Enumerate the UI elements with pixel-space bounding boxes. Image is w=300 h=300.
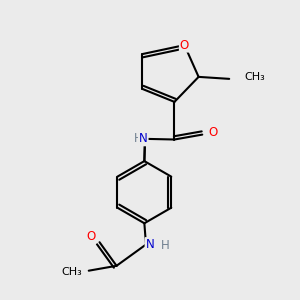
- Text: N: N: [139, 132, 148, 146]
- Text: O: O: [87, 230, 96, 243]
- Text: O: O: [208, 127, 218, 140]
- Text: N: N: [146, 238, 154, 251]
- Text: CH₃: CH₃: [61, 267, 82, 277]
- Text: H: H: [134, 132, 142, 146]
- Text: H: H: [161, 239, 170, 252]
- Text: O: O: [180, 39, 189, 52]
- Text: CH₃: CH₃: [244, 72, 265, 82]
